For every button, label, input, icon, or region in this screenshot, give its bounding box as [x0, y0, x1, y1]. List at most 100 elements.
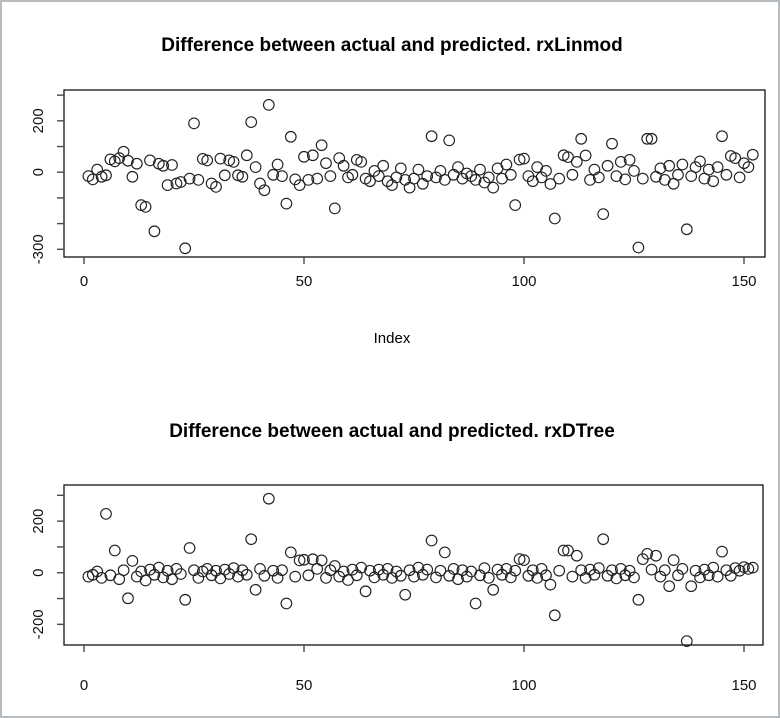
scatter-point	[236, 564, 249, 577]
scatter-point	[685, 580, 698, 593]
scatter-point	[738, 157, 750, 170]
scatter-point	[122, 154, 134, 167]
scatter-point	[166, 159, 178, 171]
scatter-point	[592, 171, 605, 184]
scatter-point	[623, 564, 636, 577]
scatter-point	[676, 158, 689, 171]
x-axis-tick-label: 50	[296, 677, 313, 694]
scatter-point	[487, 181, 500, 194]
scatter-point	[465, 170, 478, 182]
scatter-point	[100, 508, 112, 520]
scatter-point	[584, 174, 596, 186]
scatter-point	[355, 156, 368, 168]
y-axis-tick-label: 200	[30, 509, 47, 534]
x-axis-tick-label: 50	[296, 273, 313, 290]
scatter-point	[443, 134, 456, 147]
scatter-point	[742, 563, 755, 575]
scatter-point	[166, 573, 178, 586]
scatter-point	[122, 592, 134, 605]
scatter-point	[720, 168, 733, 181]
scatter-point	[249, 583, 262, 596]
scatter-point	[293, 554, 306, 567]
scatter-point	[223, 568, 236, 580]
scatter-point	[214, 152, 227, 165]
scatter-point	[126, 555, 139, 567]
scatter-point	[518, 554, 530, 566]
scatter-point	[654, 570, 667, 583]
scatter-point	[540, 569, 552, 582]
scatter-point	[333, 152, 346, 164]
scatter-point	[183, 542, 196, 554]
scatter-point	[276, 564, 288, 577]
scatter-point	[394, 569, 407, 582]
scatter-point	[271, 158, 284, 171]
scatter-point	[289, 570, 302, 583]
scatter-point	[553, 564, 566, 577]
scatter-point	[377, 568, 390, 581]
scatter-point	[421, 170, 434, 182]
scatter-point	[623, 154, 636, 166]
scatter-point	[390, 565, 403, 578]
scatter-point	[716, 545, 728, 558]
scatter-point	[658, 564, 671, 577]
scatter-point	[262, 492, 275, 505]
scatter-point	[161, 179, 174, 191]
scatter-point	[245, 116, 258, 128]
scatter-point	[667, 554, 680, 566]
scatter-point	[672, 168, 684, 181]
plot-box	[63, 484, 764, 646]
scatter-point	[562, 544, 574, 557]
scatter-point	[588, 568, 601, 581]
scatter-point	[355, 561, 368, 574]
scatter-point	[641, 548, 654, 560]
y-axis-tick-label: 0	[30, 569, 47, 577]
scatter-point	[315, 139, 328, 152]
scatter-point	[240, 149, 253, 162]
scatter-point	[601, 159, 614, 172]
scatter-point	[663, 580, 676, 593]
scatter-point	[570, 549, 583, 562]
x-axis-tick-label: 0	[80, 273, 88, 290]
scatter-point	[258, 184, 271, 197]
scatter-point	[733, 171, 746, 184]
scatter-point	[548, 609, 561, 622]
scatter-point	[346, 168, 359, 181]
scatter-point	[456, 564, 469, 577]
scatter-point	[504, 168, 517, 181]
scatter-point	[192, 174, 205, 186]
scatter-point	[711, 161, 724, 173]
scatter-point	[746, 148, 759, 161]
scatter-point	[394, 162, 407, 175]
scatter-point	[641, 132, 654, 145]
scatter-point	[421, 563, 434, 576]
scatter-point	[91, 565, 104, 578]
scatter-point	[544, 178, 557, 190]
scatter-point	[258, 569, 271, 582]
scatter-point	[702, 163, 715, 176]
scatter-point	[337, 159, 350, 172]
scatter-point	[302, 569, 315, 582]
scatter-point	[663, 159, 676, 172]
scatter-point	[240, 568, 253, 581]
scatter-point	[245, 533, 258, 546]
scatter-point	[562, 151, 574, 163]
scatter-point	[566, 570, 579, 583]
scatter-point	[100, 169, 112, 182]
scatter-point	[650, 549, 662, 562]
scatter-point	[254, 563, 266, 575]
scatter-point	[518, 152, 530, 165]
chart-title-rxdtree: Difference between actual and predicted.…	[169, 421, 615, 442]
scatter-point	[746, 561, 759, 574]
scatter-point	[452, 161, 464, 173]
scatter-point	[377, 159, 390, 172]
scatter-point	[328, 560, 341, 572]
scatter-point	[579, 149, 592, 162]
scatter-point	[597, 533, 610, 546]
scatter-point	[359, 585, 372, 598]
scatter-point	[535, 563, 548, 575]
scatter-point	[553, 172, 566, 185]
scatter-point	[469, 597, 482, 610]
scatter-point	[474, 163, 486, 176]
scatter-point	[610, 572, 623, 585]
scatter-point	[438, 546, 451, 559]
